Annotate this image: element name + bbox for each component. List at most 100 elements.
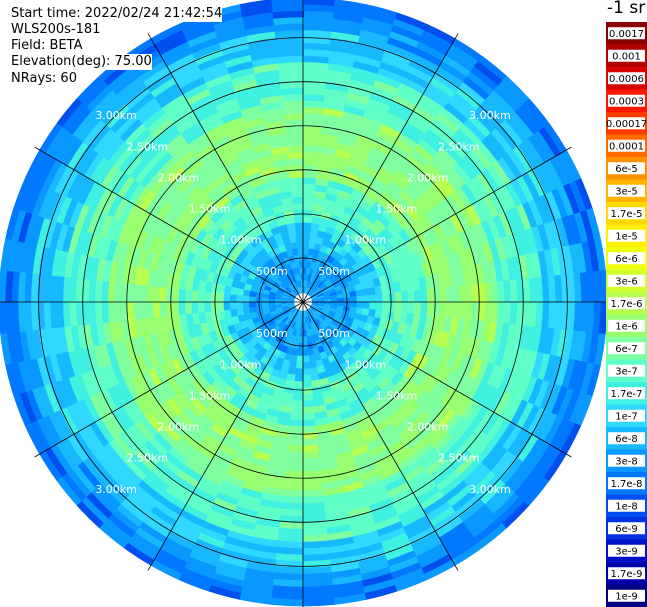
ppi-cell (292, 308, 298, 315)
ppi-cell (197, 413, 215, 429)
ppi-cell (278, 266, 286, 275)
ppi-cell (331, 580, 364, 593)
ppi-cell (74, 348, 88, 375)
ppi-cell (561, 358, 576, 390)
ppi-cell (277, 61, 304, 70)
ppi-cell (282, 236, 291, 245)
ppi-cell (210, 190, 227, 205)
ppi-cell (440, 107, 465, 130)
ppi-cell (30, 272, 40, 302)
ppi-cell (330, 319, 339, 327)
ppi-cell (243, 193, 259, 206)
ppi-cell (216, 301, 225, 312)
ppi-cell (263, 285, 272, 292)
ppi-cell (403, 364, 417, 380)
ppi-cell (24, 148, 46, 181)
ppi-cell (495, 124, 519, 151)
ppi-cell (239, 586, 273, 599)
ppi-cell (500, 119, 524, 147)
ppi-cell (378, 526, 406, 543)
ppi-cell (521, 172, 541, 201)
ppi-cell (177, 354, 190, 371)
ppi-cell (314, 326, 321, 334)
ppi-cell (141, 474, 166, 497)
ppi-cell (366, 491, 391, 507)
colorbar-label: 6e-6 (615, 254, 638, 265)
ppi-cell (494, 454, 519, 481)
ppi-cell (227, 164, 246, 178)
ppi-cell (205, 354, 218, 368)
ppi-cell (221, 541, 251, 556)
ppi-cell (11, 300, 20, 333)
ppi-cell (118, 339, 130, 361)
ppi-cell (289, 419, 303, 427)
ppi-cell (404, 382, 420, 399)
ppi-cell (555, 153, 576, 185)
ppi-cell (315, 423, 331, 433)
ppi-cell (143, 141, 165, 163)
ppi-cell (397, 504, 424, 522)
ppi-cell (236, 444, 255, 458)
ppi-cell (202, 117, 225, 134)
ppi-cell (127, 398, 146, 421)
ppi-cell (411, 175, 430, 194)
ppi-cell (51, 326, 63, 355)
ppi-cell (301, 566, 332, 575)
ppi-cell (248, 129, 269, 142)
ppi-cell (293, 309, 299, 316)
ppi-cell (325, 316, 334, 323)
ppi-cell (486, 164, 506, 190)
ppi-cell (537, 412, 558, 443)
ppi-cell (377, 214, 392, 228)
ppi-cell (25, 182, 44, 215)
ppi-cell (191, 278, 201, 292)
ppi-cell (510, 178, 529, 206)
ppi-cell (111, 340, 124, 363)
ppi-cell (445, 235, 459, 255)
colorbar-label: 1e-6 (615, 321, 638, 332)
ppi-cell (321, 320, 329, 329)
ppi-cell (207, 79, 234, 95)
ppi-cell (65, 171, 85, 200)
ppi-cell (279, 81, 304, 90)
ppi-cell (202, 218, 216, 233)
ppi-cell (403, 121, 427, 140)
ppi-cell (286, 346, 294, 355)
ppi-cell (135, 229, 149, 250)
ppi-cell (474, 60, 504, 87)
ppi-cell (214, 22, 247, 38)
ppi-cell (482, 194, 500, 219)
ppi-cell (317, 271, 324, 280)
ppi-cell (303, 93, 326, 102)
ppi-cell (296, 316, 300, 324)
ppi-cell (450, 190, 467, 212)
ppi-cell (320, 467, 340, 478)
range-ring-label: 500m (318, 265, 350, 278)
ppi-cell (188, 422, 208, 440)
ppi-cell (323, 327, 331, 336)
ppi-cell (224, 223, 238, 236)
ppi-cell (95, 187, 113, 213)
ppi-cell (372, 277, 382, 288)
ppi-cell (318, 454, 337, 465)
ppi-cell (172, 341, 184, 358)
ppi-cell (302, 495, 325, 504)
ppi-cell (277, 527, 303, 536)
range-ring-label: 500m (256, 327, 288, 340)
colorbar-label: 3e-6 (615, 276, 638, 287)
ppi-cell (322, 205, 334, 215)
ppi-cell (116, 405, 135, 429)
ppi-cell (360, 281, 369, 290)
ppi-cell (180, 432, 200, 450)
ppi-cell (307, 348, 315, 356)
ppi-cell (364, 4, 399, 20)
ppi-cell (445, 445, 468, 467)
ppi-cell (60, 168, 80, 197)
ppi-cell (506, 428, 528, 456)
ppi-cell (321, 310, 330, 317)
ppi-cell (406, 470, 430, 489)
ppi-cell (106, 385, 124, 410)
ppi-cell (490, 128, 514, 155)
ppi-cell (191, 138, 213, 155)
ppi-cell (211, 350, 224, 364)
